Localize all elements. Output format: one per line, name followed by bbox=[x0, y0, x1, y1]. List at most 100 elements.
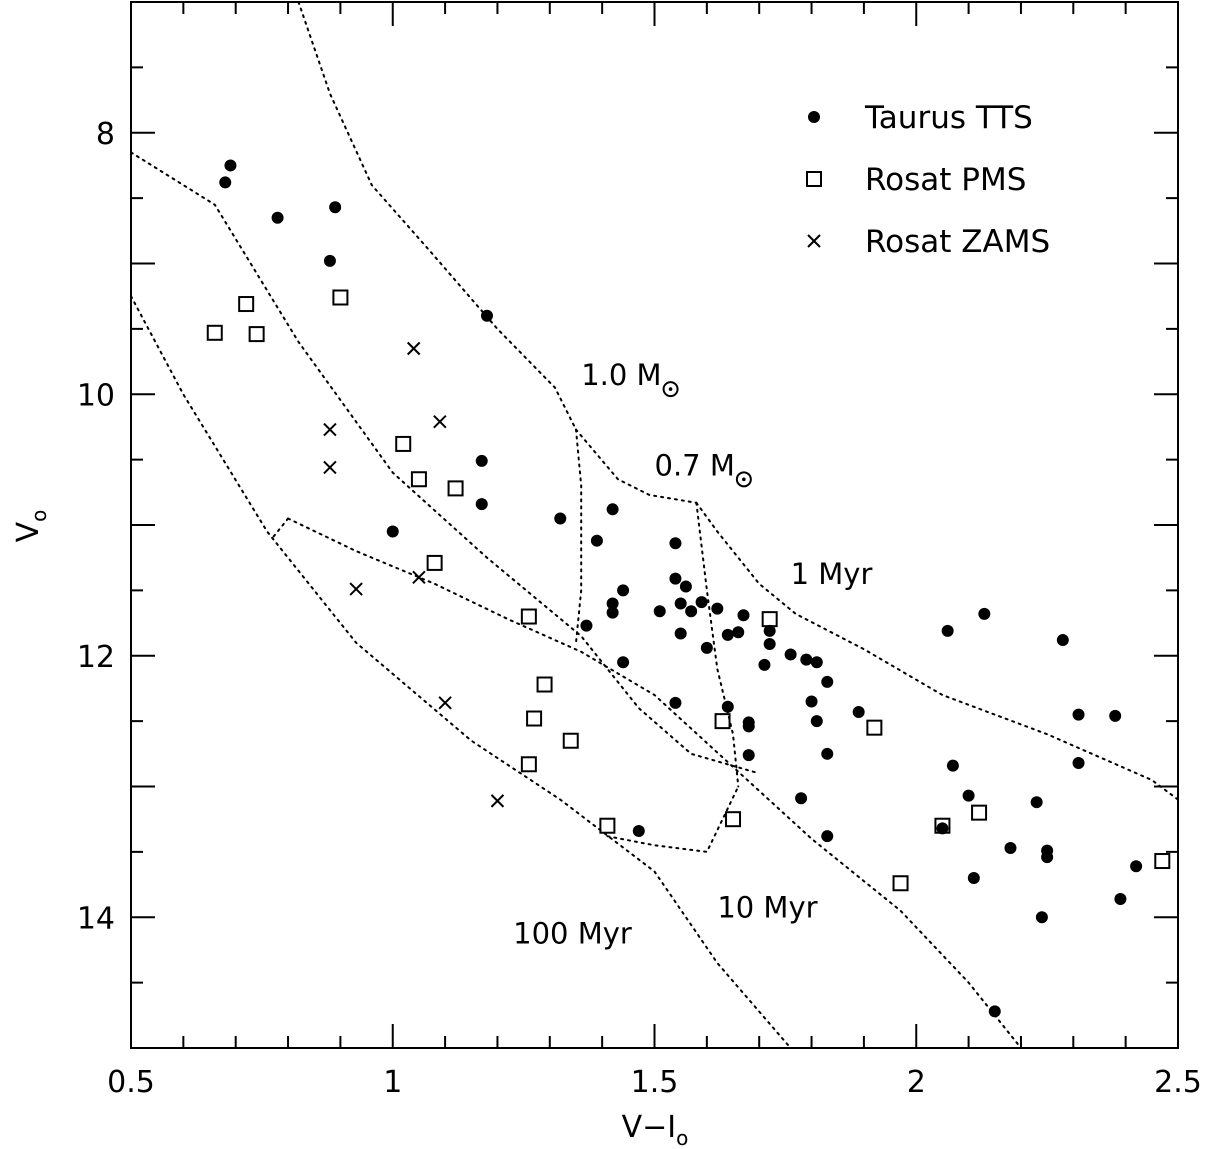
x-axis-title: V−Io bbox=[622, 1110, 689, 1149]
rosat-pms-point bbox=[934, 817, 951, 834]
rosat-pms-point bbox=[395, 435, 412, 452]
axis-ticks: 0.5 1 1.5 2 2.5 8 10 12 14 bbox=[77, 1, 1202, 1100]
taurus-tts-point bbox=[606, 503, 619, 516]
curve-9 bbox=[606, 785, 740, 853]
taurus-tts-point bbox=[962, 789, 975, 802]
taurus-tts-point bbox=[763, 624, 776, 637]
rosat-pms-point bbox=[426, 554, 443, 571]
rosat-pms-point bbox=[238, 296, 255, 313]
taurus-tts-point bbox=[721, 628, 734, 641]
curve-label: 1 Myr bbox=[791, 557, 873, 591]
taurus-tts-point bbox=[784, 648, 797, 661]
taurus-tts-point bbox=[674, 627, 687, 640]
legend-label-2: Rosat ZAMS bbox=[865, 224, 1050, 260]
taurus-tts-point bbox=[606, 606, 619, 619]
rosat-zams-point bbox=[412, 570, 426, 585]
taurus-tts-point bbox=[1072, 708, 1085, 721]
taurus-tts-point bbox=[805, 695, 818, 708]
taurus-tts-point bbox=[685, 605, 698, 618]
rosat-pms-point bbox=[562, 732, 579, 749]
taurus-tts-point bbox=[732, 626, 745, 639]
curve-6 bbox=[575, 428, 583, 644]
curve-label: 10 Myr bbox=[717, 890, 817, 924]
rosat-zams-point bbox=[438, 696, 452, 710]
isochrone-curves bbox=[131, 2, 1178, 1048]
plot-frame bbox=[130, 1, 1179, 1049]
rosat-pms-point bbox=[206, 324, 223, 341]
y-axis-title: Vo bbox=[11, 510, 51, 543]
taurus-tts-point bbox=[1030, 796, 1043, 809]
taurus-tts-point bbox=[1035, 911, 1048, 924]
x-tick-label: 1 bbox=[383, 1065, 402, 1100]
taurus-tts-point bbox=[936, 822, 949, 835]
data-points bbox=[206, 159, 1171, 1018]
taurus-tts-point bbox=[669, 537, 682, 550]
curve-label: 100 Myr bbox=[513, 916, 632, 950]
taurus-tts-point bbox=[810, 656, 823, 669]
rosat-pms-point bbox=[971, 804, 988, 821]
rosat-zams-point bbox=[349, 582, 363, 596]
y-tick-label: 14 bbox=[77, 901, 115, 936]
taurus-tts-point bbox=[700, 641, 713, 654]
sun-symbol-dot bbox=[742, 477, 746, 482]
rosat-zams-point bbox=[323, 460, 337, 475]
taurus-tts-point bbox=[742, 749, 755, 762]
curve-2 bbox=[131, 151, 761, 775]
legend-marker-1 bbox=[806, 171, 822, 187]
taurus-tts-point bbox=[219, 176, 232, 189]
taurus-tts-point bbox=[617, 584, 630, 597]
taurus-tts-point bbox=[224, 159, 237, 172]
curve-label: 0.7 M bbox=[655, 448, 735, 482]
taurus-tts-point bbox=[852, 705, 865, 718]
legend-label-0: Taurus TTS bbox=[864, 100, 1033, 136]
x-tick-label: 2 bbox=[907, 1065, 926, 1100]
y-tick-label: 12 bbox=[77, 640, 115, 675]
taurus-tts-point bbox=[742, 720, 755, 733]
curve-0 bbox=[297, 2, 577, 431]
rosat-pms-point bbox=[725, 811, 742, 828]
rosat-zams-point bbox=[490, 794, 505, 808]
taurus-tts-point bbox=[1056, 634, 1069, 647]
rosat-pms-point bbox=[447, 480, 464, 497]
rosat-pms-point bbox=[526, 710, 543, 727]
curve-8 bbox=[271, 517, 290, 540]
taurus-tts-point bbox=[617, 656, 630, 669]
taurus-tts-point bbox=[669, 696, 682, 709]
taurus-tts-point bbox=[988, 1005, 1001, 1018]
taurus-tts-point bbox=[475, 454, 488, 467]
taurus-tts-point bbox=[978, 607, 991, 620]
taurus-tts-point bbox=[386, 525, 399, 538]
taurus-tts-point bbox=[679, 580, 692, 593]
rosat-pms-point bbox=[761, 611, 778, 628]
taurus-tts-point bbox=[554, 512, 567, 525]
taurus-tts-point bbox=[632, 824, 645, 837]
legend-marker-0 bbox=[808, 111, 820, 123]
taurus-tts-point bbox=[653, 605, 666, 618]
taurus-tts-point bbox=[967, 872, 980, 885]
sun-symbol-icon bbox=[662, 381, 679, 398]
taurus-tts-point bbox=[946, 759, 959, 772]
taurus-tts-point bbox=[711, 602, 724, 615]
x-tick-label: 0.5 bbox=[107, 1065, 155, 1100]
taurus-tts-point bbox=[580, 619, 593, 632]
taurus-tts-point bbox=[821, 747, 834, 760]
x-tick-label: 2.5 bbox=[1154, 1065, 1202, 1100]
taurus-tts-point bbox=[1109, 709, 1122, 722]
taurus-tts-point bbox=[590, 534, 603, 547]
rosat-pms-point bbox=[332, 289, 349, 306]
taurus-tts-point bbox=[810, 715, 823, 728]
rosat-pms-point bbox=[520, 608, 537, 625]
taurus-tts-point bbox=[758, 658, 771, 671]
taurus-tts-point bbox=[480, 309, 493, 322]
taurus-tts-point bbox=[669, 572, 682, 585]
taurus-tts-point bbox=[763, 637, 776, 650]
rosat-pms-point bbox=[536, 676, 553, 693]
rosat-pms-point bbox=[714, 713, 731, 730]
rosat-pms-point bbox=[248, 326, 265, 343]
rosat-zams-point bbox=[433, 415, 447, 429]
taurus-tts-point bbox=[323, 254, 336, 267]
taurus-tts-point bbox=[800, 653, 813, 666]
legend: Taurus TTS Rosat PMS Rosat ZAMS bbox=[806, 100, 1050, 260]
sun-symbol-icon bbox=[735, 471, 752, 488]
